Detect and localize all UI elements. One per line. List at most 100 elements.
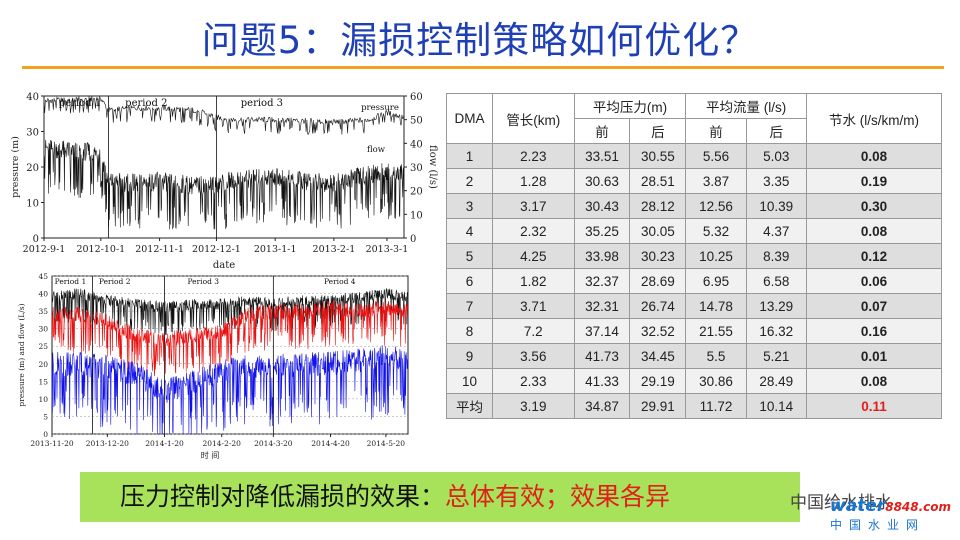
table-cell: 平均 (446, 393, 493, 419)
saving-cell: 0.06 (805, 268, 943, 294)
saving-cell: 0.01 (805, 343, 943, 369)
table-row: 3 3.17 30.43 28.12 12.56 10.39 0.30 (446, 193, 943, 219)
table-row: 6 1.82 32.37 28.69 6.95 6.58 0.06 (446, 268, 943, 294)
table-cell: 10 (446, 368, 493, 394)
saving-cell: 0.12 (805, 243, 943, 269)
table-row: 5 4.25 33.98 30.23 10.25 8.39 0.12 (446, 243, 943, 269)
table-cell: 32.31 (573, 293, 631, 319)
conclusion-banner: 压力控制对降低漏损的效果：总体有效；效果各异 (80, 472, 800, 522)
header-pressure-before: 前 (573, 118, 631, 144)
header-pressure-after: 后 (629, 118, 687, 144)
table-cell: 10.39 (745, 193, 807, 219)
y-tick-label: 25 (38, 342, 48, 351)
y-left-tick-label: 30 (26, 128, 39, 139)
period-label: period 1 (59, 98, 101, 109)
table-cell: 32.37 (573, 268, 631, 294)
y-left-tick-label: 10 (26, 199, 39, 210)
y-left-tick-label: 0 (33, 234, 39, 245)
table-cell: 2.33 (492, 368, 575, 394)
table-cell: 4.25 (492, 243, 575, 269)
table-row: 9 3.56 41.73 34.45 5.5 5.21 0.01 (446, 343, 943, 369)
period-label: Period 2 (99, 277, 131, 286)
y-left-tick-label: 40 (26, 92, 39, 103)
table-cell: 28.49 (745, 368, 807, 394)
saving-cell: 0.07 (805, 293, 943, 319)
saving-cell: 0.08 (805, 368, 943, 394)
series-line-pressure (43, 95, 405, 135)
series-line-flow (43, 139, 405, 230)
table-cell: 2 (446, 168, 493, 194)
slide-title: 问题5：漏损控制策略如何优化？ (201, 19, 759, 62)
table-cell: 14.78 (685, 293, 747, 319)
table-cell: 6 (446, 268, 493, 294)
header-dma: DMA (446, 93, 493, 144)
watermark-logo-word: water (830, 496, 886, 516)
table-cell: 30.55 (629, 143, 687, 169)
table-cell: 3 (446, 193, 493, 219)
table-cell: 41.73 (573, 343, 631, 369)
table-cell: 30.05 (629, 218, 687, 244)
x-tick-label: 2012-9-1 (23, 244, 66, 255)
table-row: 8 7.2 37.14 32.52 21.55 16.32 0.16 (446, 318, 943, 344)
watermark-logo-num: 8848.com (885, 500, 952, 514)
y-left-tick-label: 20 (26, 163, 39, 174)
header-flow: 平均流量 (l/s) (685, 93, 807, 119)
table-cell: 3.56 (492, 343, 575, 369)
x-tick-label: 2013-2-1 (313, 244, 356, 255)
table-cell: 7 (446, 293, 493, 319)
table-cell: 34.87 (573, 393, 631, 419)
period-label: Period 3 (187, 277, 219, 286)
table-cell: 9 (446, 343, 493, 369)
table-cell: 6.95 (685, 268, 747, 294)
table-cell: 30.43 (573, 193, 631, 219)
table-cell: 29.91 (629, 393, 687, 419)
table-cell: 7.2 (492, 318, 575, 344)
x-axis-label: 时 间 (201, 450, 220, 460)
annotation-pressure: pressure (361, 103, 399, 113)
banner-accent: 总体有效；效果各异 (445, 482, 671, 511)
table-cell: 5.03 (745, 143, 807, 169)
header-length: 管长(km) (492, 93, 575, 144)
y-tick-label: 35 (38, 307, 48, 316)
table-row: 平均 3.19 34.87 29.91 11.72 10.14 0.11 (446, 393, 943, 419)
series-line-3 (51, 345, 409, 435)
table-cell: 4 (446, 218, 493, 244)
table-cell: 16.32 (745, 318, 807, 344)
table-cell: 34.45 (629, 343, 687, 369)
table-cell: 5.56 (685, 143, 747, 169)
table-cell: 3.17 (492, 193, 575, 219)
table-cell: 13.29 (745, 293, 807, 319)
y-tick-label: 15 (38, 377, 48, 386)
table-cell: 2.23 (492, 143, 575, 169)
x-tick-label: 2014-5-20 (367, 439, 406, 448)
banner-text: 压力控制对降低漏损的效果： (120, 482, 446, 511)
table-cell: 10.14 (745, 393, 807, 419)
annotation-flow: flow (367, 145, 386, 155)
table-cell: 4.37 (745, 218, 807, 244)
period-label: period 3 (241, 98, 283, 109)
y-right-tick-label: 60 (410, 92, 423, 103)
x-tick-label: 2012-10-1 (76, 244, 125, 255)
table-cell: 37.14 (573, 318, 631, 344)
x-tick-label: 2014-4-20 (311, 439, 350, 448)
dma-results-table: DMA 管长(km) 平均压力(m) 平均流量 (l/s) 节水 (l/s/km… (446, 93, 943, 419)
table-cell: 11.72 (685, 393, 747, 419)
table-cell: 12.56 (685, 193, 747, 219)
x-tick-label: 2013-1-1 (254, 244, 297, 255)
watermark-logo: water8848.com (830, 496, 951, 516)
table-cell: 29.19 (629, 368, 687, 394)
table-cell: 3.71 (492, 293, 575, 319)
y-right-axis-label: flow (l/s) (427, 145, 438, 189)
table-cell: 5 (446, 243, 493, 269)
table-cell: 30.63 (573, 168, 631, 194)
saving-cell: 0.08 (805, 143, 943, 169)
y-tick-label: 45 (38, 272, 48, 281)
series-line-1 (51, 288, 409, 336)
saving-cell: 0.16 (805, 318, 943, 344)
table-row: 10 2.33 41.33 29.19 30.86 28.49 0.08 (446, 368, 943, 394)
table-cell: 2.32 (492, 218, 575, 244)
table-cell: 41.33 (573, 368, 631, 394)
table-row: 2 1.28 30.63 28.51 3.87 3.35 0.19 (446, 168, 943, 194)
table-cell: 6.58 (745, 268, 807, 294)
y-tick-label: 0 (43, 430, 48, 439)
